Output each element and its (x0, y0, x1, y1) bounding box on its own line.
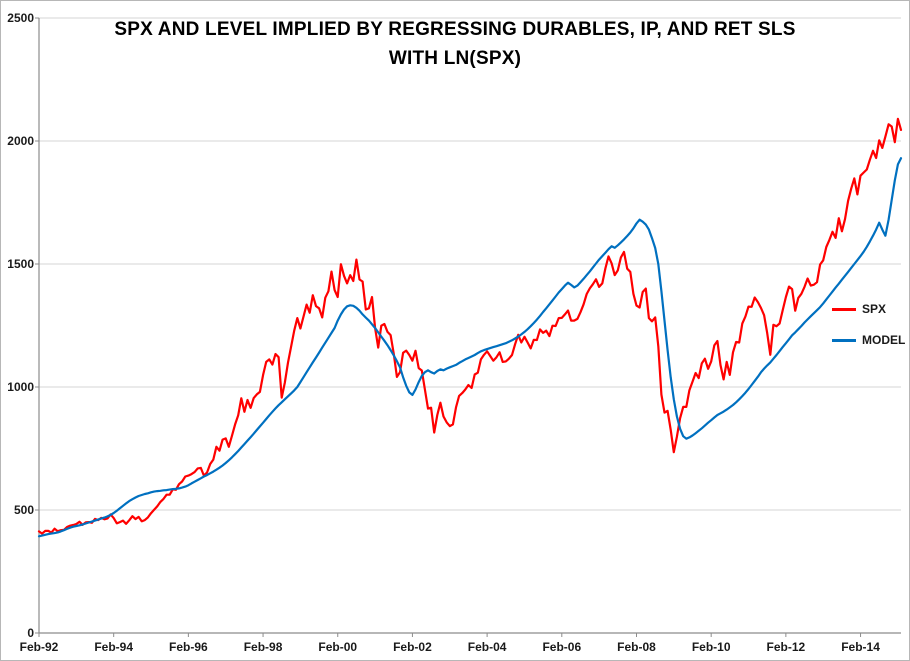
y-axis-label: 2000 (7, 134, 34, 148)
x-axis-label: Feb-02 (393, 640, 432, 654)
x-axis-label: Feb-00 (318, 640, 358, 654)
model-series-line (37, 157, 903, 538)
y-axis-label: 2500 (7, 11, 34, 25)
chart-legend: SPX MODEL (832, 302, 905, 364)
x-axis-label: Feb-08 (617, 640, 656, 654)
legend-entry-model: MODEL (832, 333, 905, 347)
legend-label: SPX (862, 302, 887, 316)
x-axis-label: Feb-14 (841, 640, 880, 654)
x-axis-label: Feb-10 (691, 640, 731, 654)
x-axis-label: Feb-96 (169, 640, 208, 654)
y-axis-label: 500 (13, 503, 34, 517)
chart-title: SPX AND LEVEL IMPLIED BY REGRESSING DURA… (1, 16, 909, 73)
y-axis-label: 0 (27, 626, 34, 640)
legend-entry-spx: SPX (832, 302, 905, 316)
x-axis-label: Feb-98 (243, 640, 283, 654)
legend-label: MODEL (862, 333, 906, 347)
x-axis-label: Feb-12 (766, 640, 806, 654)
spx-series-line (37, 117, 903, 535)
chart-title-line-2: WITH LN(SPX) (388, 47, 522, 69)
x-axis-label: Feb-04 (467, 640, 507, 654)
y-axis-label: 1000 (7, 380, 34, 394)
legend-line-sample-icon (832, 307, 856, 311)
y-axis-label: 1500 (7, 257, 34, 271)
legend-line-sample-icon (832, 338, 856, 342)
chart-title-line-1: SPX AND LEVEL IMPLIED BY REGRESSING DURA… (114, 19, 796, 40)
x-axis-label: Feb-94 (94, 640, 134, 654)
x-axis-label: Feb-92 (19, 640, 59, 654)
x-axis-label: Feb-06 (542, 640, 582, 654)
